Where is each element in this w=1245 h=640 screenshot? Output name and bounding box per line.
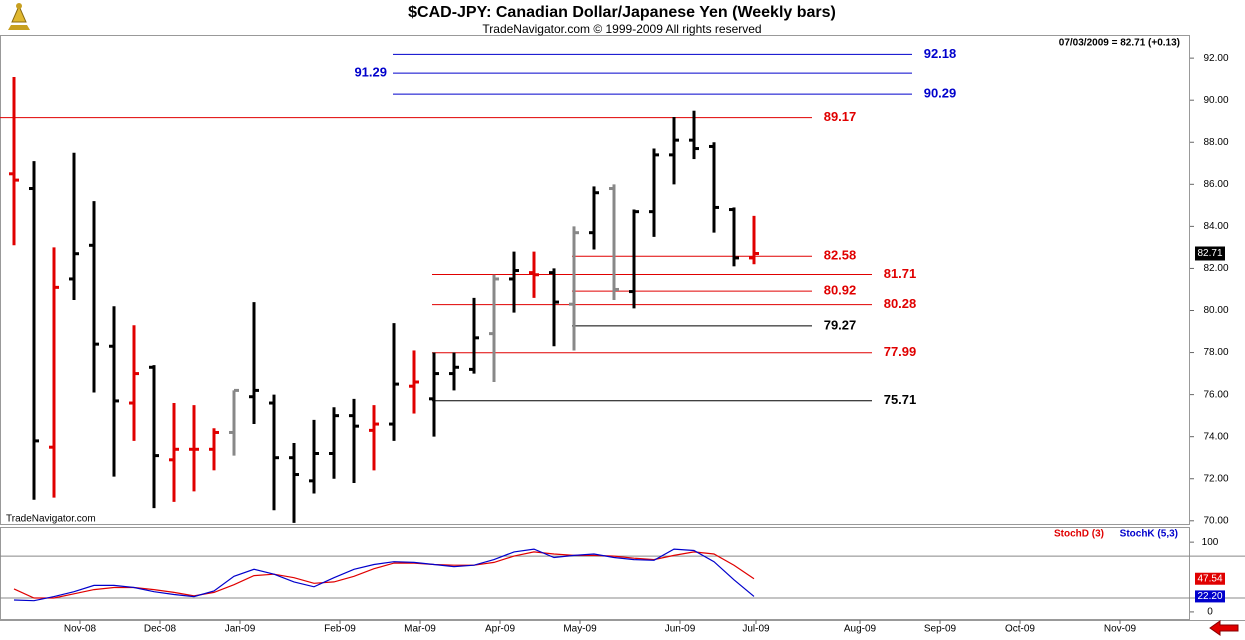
logo: [8, 3, 30, 30]
ohlc-bar: [589, 186, 599, 250]
x-tick-label: Dec-08: [144, 624, 177, 635]
y-tick-label: 0: [1207, 607, 1213, 618]
x-tick-label: Sep-09: [924, 624, 957, 635]
ohlc-bar: [89, 201, 99, 393]
ohlc-bar: [209, 428, 219, 471]
subtitle: TradeNavigator.com © 1999-2009 All right…: [482, 22, 761, 36]
level-label: 80.28: [884, 296, 917, 311]
y-tick-label: 78.00: [1203, 347, 1228, 358]
level-label: 92.18: [924, 46, 957, 61]
x-tick-label: Nov-09: [1104, 624, 1137, 635]
level-label: 79.27: [824, 317, 857, 332]
ohlc-bar: [129, 325, 139, 441]
ohlc-bar: [469, 297, 479, 374]
ohlc-bar: [729, 207, 739, 267]
ohlc-bar: [629, 209, 639, 309]
level-label: 91.29: [354, 65, 387, 80]
ohlc-bar: [549, 268, 559, 347]
last-value-label: 22.20: [1197, 591, 1222, 602]
x-tick-label: Aug-09: [844, 624, 877, 635]
ohlc-bar: [289, 442, 299, 523]
ohlc-bar: [649, 148, 659, 237]
ohlc-bar: [69, 152, 79, 300]
ohlc-bar: [369, 405, 379, 471]
x-tick-label: Jun-09: [665, 624, 696, 635]
y-tick-label: 88.00: [1203, 137, 1228, 148]
stoch-frame: [0, 527, 1190, 620]
ohlc-bar: [689, 110, 699, 160]
x-tick-label: Jan-09: [225, 624, 256, 635]
last-value-box: [1195, 572, 1225, 585]
ohlc-bar: [249, 302, 259, 425]
y-tick-label: 80.00: [1203, 305, 1228, 316]
ohlc-bar: [509, 251, 519, 313]
last-price-box: [1195, 246, 1225, 261]
ohlc-bar: [389, 323, 399, 441]
ohlc-bar: [9, 77, 19, 246]
x-tick-label: Apr-09: [485, 624, 515, 635]
last-value-label: 47.54: [1197, 573, 1222, 584]
level-label: 81.71: [884, 266, 917, 281]
y-tick-label: 74.00: [1203, 431, 1228, 442]
ohlc-bar: [109, 306, 119, 477]
y-tick-label: 82.00: [1203, 263, 1228, 274]
level-label: 77.99: [884, 344, 917, 359]
ohlc-bar: [349, 398, 359, 483]
watermark: TradeNavigator.com: [6, 514, 96, 525]
ohlc-bar: [29, 161, 39, 500]
ohlc-bar: [669, 117, 679, 185]
y-tick-label: 86.00: [1203, 179, 1228, 190]
y-tick-label: 100: [1202, 537, 1219, 548]
ohlc-bar: [489, 274, 499, 382]
level-label: 89.17: [824, 109, 857, 124]
ohlc-bar: [609, 184, 619, 300]
chart-title: $CAD-JPY: Canadian Dollar/Japanese Yen (…: [408, 4, 836, 21]
x-tick-label: Nov-08: [64, 624, 97, 635]
level-label: 80.92: [824, 283, 857, 298]
x-tick-label: Oct-09: [1005, 624, 1035, 635]
x-tick-label: May-09: [563, 624, 597, 635]
y-tick-label: 70.00: [1203, 515, 1228, 526]
y-tick-label: 84.00: [1203, 221, 1228, 232]
ohlc-bar: [749, 215, 759, 265]
ohlc-bar: [409, 350, 419, 414]
ohlc-bar: [149, 365, 159, 509]
ohlc-bar: [429, 352, 439, 437]
price-frame: [0, 35, 1190, 525]
y-tick-label: 90.00: [1203, 95, 1228, 106]
x-tick-label: Mar-09: [404, 624, 436, 635]
ohlc-bar: [449, 352, 459, 391]
ohlc-bar: [529, 251, 539, 298]
quote: 07/03/2009 = 82.71 (+0.13): [1059, 38, 1180, 49]
ohlc-bar: [49, 247, 59, 498]
x-tick-label: Feb-09: [324, 624, 356, 635]
y-tick-label: 76.00: [1203, 389, 1228, 400]
ohlc-bar: [569, 226, 579, 351]
ohlc-bar: [169, 403, 179, 502]
ohlc-bar: [329, 407, 339, 479]
ohlc-bar: [269, 394, 279, 511]
x-tick-label: Jul-09: [742, 624, 770, 635]
y-tick-label: 92.00: [1203, 53, 1228, 64]
ohlc-bar: [309, 419, 319, 494]
level-label: 90.29: [924, 86, 957, 101]
stoch-line: [13, 548, 755, 602]
ohlc-bar: [189, 405, 199, 492]
last-price-label: 82.71: [1197, 248, 1222, 259]
level-label: 75.71: [884, 392, 917, 407]
legend-entry: StochK (5,3): [1120, 529, 1178, 540]
ohlc-bar: [229, 388, 239, 456]
legend-entry: StochD (3): [1054, 529, 1104, 540]
y-tick-label: 72.00: [1203, 473, 1228, 484]
ohlc-bar: [709, 142, 719, 233]
last-value-box: [1195, 590, 1225, 603]
scroll-arrow[interactable]: [1209, 620, 1239, 636]
level-label: 82.58: [824, 248, 857, 263]
